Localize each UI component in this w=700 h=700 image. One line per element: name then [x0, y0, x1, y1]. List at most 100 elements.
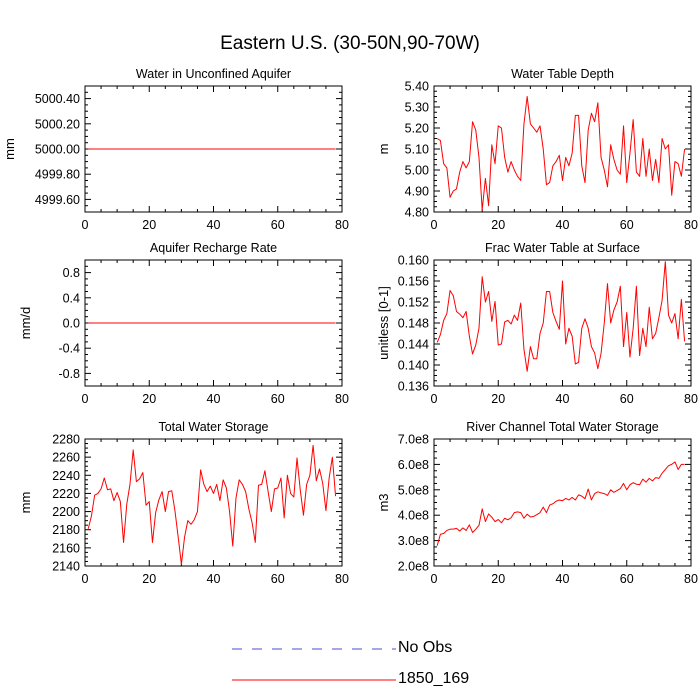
y-tick-label: 0.136 [398, 380, 429, 394]
y-tick-label: 2280 [52, 433, 80, 447]
page-title: Eastern U.S. (30-50N,90-70W) [220, 33, 480, 54]
y-tick-label: 4.0e8 [398, 509, 429, 523]
y-tick-label: 2140 [52, 560, 80, 574]
y-tick-label: 0.140 [398, 359, 429, 373]
y-tick-label: 0.152 [398, 296, 429, 310]
x-tick-label: 20 [491, 572, 505, 586]
x-tick-label: 80 [335, 218, 349, 232]
x-tick-label: 80 [684, 218, 698, 232]
y-tick-label: 5.10 [405, 143, 429, 157]
y-tick-label: 0.4 [63, 291, 80, 305]
x-tick-label: 0 [82, 392, 89, 406]
x-tick-label: 0 [431, 392, 438, 406]
series-line-1850_169 [436, 461, 685, 546]
y-tick-label: 0.8 [63, 266, 80, 280]
chart-title: Water Table Depth [511, 67, 614, 81]
y-tick-label: 5.40 [405, 80, 429, 94]
chart-panel-2: Water Table Depth m 0 20 40 60 80 4.80 4.90 5.00 5… [376, 67, 698, 232]
y-tick-label: 4.80 [405, 206, 429, 220]
chart-title: Aquifer Recharge Rate [150, 241, 277, 255]
x-tick-label: 20 [142, 392, 156, 406]
y-tick-label: -0.8 [58, 367, 80, 381]
y-tick-label: 5000.40 [35, 92, 80, 106]
x-tick-label: 40 [207, 572, 221, 586]
x-tick-label: 80 [684, 392, 698, 406]
x-tick-label: 0 [82, 572, 89, 586]
chart-title: Total Water Storage [158, 420, 268, 434]
y-tick-label: 2260 [52, 451, 80, 465]
y-tick-label: -0.4 [58, 342, 80, 356]
y-axis-label: unitless [0-1] [376, 286, 391, 360]
legend-label-no-obs: No Obs [398, 639, 453, 656]
x-tick-label: 0 [431, 218, 438, 232]
y-tick-label: 2.0e8 [398, 560, 429, 574]
series-line-1850_169 [87, 444, 337, 565]
x-tick-label: 0 [82, 218, 89, 232]
x-tick-label: 80 [335, 572, 349, 586]
series-line-1850_169 [436, 261, 686, 372]
y-tick-label: 0.156 [398, 275, 429, 289]
y-axis-label: mm [18, 492, 33, 514]
x-tick-label: 80 [684, 572, 698, 586]
plot-frame [433, 438, 692, 567]
y-tick-label: 5.20 [405, 122, 429, 136]
y-tick-label: 6.0e8 [398, 458, 429, 472]
y-tick-label: 5.00 [405, 164, 429, 178]
x-tick-label: 20 [491, 392, 505, 406]
x-tick-label: 20 [142, 218, 156, 232]
plot-frame [84, 438, 343, 567]
plot-frame [84, 85, 343, 213]
y-tick-label: 4999.60 [35, 193, 80, 207]
y-tick-label: 3.0e8 [398, 534, 429, 548]
chart-panel-5: Total Water Storage mm 0 20 40 60 80 2140 2160 21… [18, 420, 349, 586]
y-tick-label: 7.0e8 [398, 433, 429, 447]
y-axis-label: m [376, 144, 391, 155]
chart-panel-1: Water in Unconfined Aquifer mm 0 20 40 60 80 49… [2, 67, 349, 232]
y-tick-label: 0.144 [398, 338, 429, 352]
x-tick-label: 80 [335, 392, 349, 406]
x-tick-label: 60 [271, 218, 285, 232]
plot-frame [433, 259, 692, 387]
y-axis-label: mm [2, 138, 17, 160]
y-tick-label: 0.160 [398, 254, 429, 268]
y-axis-label: m3 [376, 493, 391, 511]
y-tick-label: 2220 [52, 487, 80, 501]
y-tick-label: 0.148 [398, 317, 429, 331]
x-tick-label: 0 [431, 572, 438, 586]
plot-frame [84, 259, 343, 387]
chart-title: Water in Unconfined Aquifer [136, 67, 291, 81]
y-tick-label: 5.0e8 [398, 483, 429, 497]
x-tick-label: 60 [620, 392, 634, 406]
x-tick-label: 40 [207, 218, 221, 232]
y-tick-label: 2160 [52, 541, 80, 555]
chart-panel-3: Aquifer Recharge Rate mm/d 0 20 40 60 80 -0.8 -0… [18, 241, 349, 406]
y-tick-label: 5000.20 [35, 117, 80, 131]
plot-frame [433, 85, 692, 213]
y-tick-label: 5000.00 [35, 143, 80, 157]
x-tick-label: 20 [491, 218, 505, 232]
y-tick-label: 4999.80 [35, 168, 80, 182]
y-axis-label: mm/d [18, 307, 33, 340]
x-tick-label: 20 [142, 572, 156, 586]
x-tick-label: 40 [556, 572, 570, 586]
x-tick-label: 60 [620, 572, 634, 586]
y-tick-label: 0.0 [63, 317, 80, 331]
x-tick-label: 60 [620, 218, 634, 232]
y-tick-label: 2180 [52, 523, 80, 537]
y-tick-label: 4.90 [405, 185, 429, 199]
chart-title: River Channel Total Water Storage [466, 420, 659, 434]
chart-panel-4: Frac Water Table at Surface unitless [0-1… [376, 241, 698, 406]
chart-title: Frac Water Table at Surface [485, 241, 640, 255]
legend-label-1850-169: 1850_169 [398, 670, 470, 687]
y-tick-label: 2200 [52, 505, 80, 519]
x-tick-label: 40 [556, 218, 570, 232]
chart-panel-6: River Channel Total Water Storage m3 0 20 40… [376, 420, 698, 586]
x-tick-label: 40 [207, 392, 221, 406]
x-tick-label: 60 [271, 572, 285, 586]
x-tick-label: 60 [271, 392, 285, 406]
y-tick-label: 5.30 [405, 101, 429, 115]
series-line-1850_169 [436, 96, 686, 211]
y-tick-label: 2240 [52, 469, 80, 483]
legend [232, 648, 396, 681]
